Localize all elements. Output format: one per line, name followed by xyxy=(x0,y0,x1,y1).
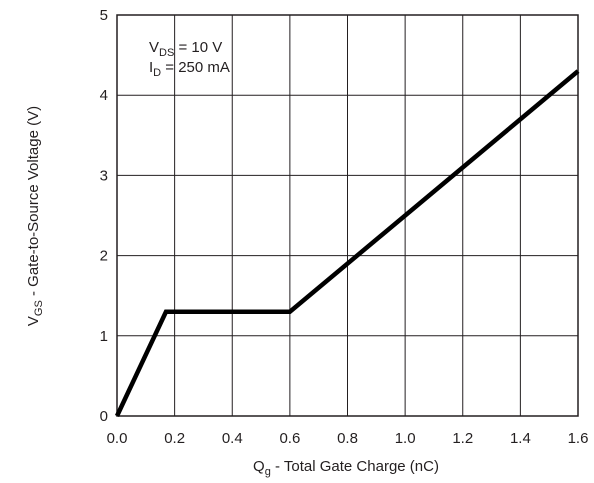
x-tick-label: 0.6 xyxy=(279,430,300,447)
x-axis-title: Qg - Total Gate Charge (nC) xyxy=(253,458,439,478)
annotation-vds: VDS = 10 V xyxy=(149,39,222,59)
y-tick-label: 1 xyxy=(100,328,108,345)
x-tick-label: 0.4 xyxy=(222,430,243,447)
x-tick-label: 1.2 xyxy=(452,430,473,447)
series-layer xyxy=(114,69,580,417)
x-tick-label: 0.0 xyxy=(107,430,128,447)
plot-frame xyxy=(116,14,579,417)
y-tick-label: 0 xyxy=(100,408,108,425)
annotation-box: VDS = 10 V ID = 250 mA xyxy=(149,39,230,79)
y-axis-title: VGS - Gate-to-Source Voltage (V) xyxy=(25,106,45,326)
y-tick-label: 4 xyxy=(100,87,108,104)
x-tick-labels: 0.0 0.2 0.4 0.6 0.8 1.0 1.2 1.4 1.6 xyxy=(107,430,589,447)
x-tick-label: 1.0 xyxy=(395,430,416,447)
y-tick-label: 3 xyxy=(100,167,108,184)
series-line-0 xyxy=(114,69,580,417)
annotation-id: ID = 250 mA xyxy=(149,59,230,79)
y-tick-label: 5 xyxy=(100,7,108,24)
y-tick-label: 2 xyxy=(100,248,108,265)
x-tick-label: 1.6 xyxy=(568,430,589,447)
x-tick-label: 1.4 xyxy=(510,430,531,447)
x-tick-label: 0.8 xyxy=(337,430,358,447)
x-tick-label: 0.2 xyxy=(164,430,185,447)
y-tick-labels: 0 1 2 3 4 5 xyxy=(100,7,108,425)
